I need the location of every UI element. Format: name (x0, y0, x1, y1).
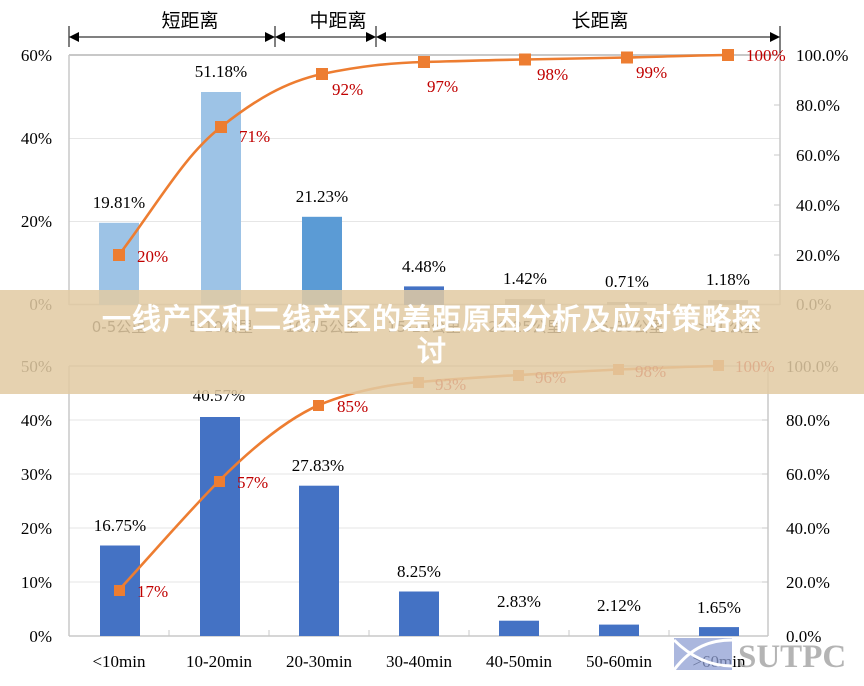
svg-text:8.25%: 8.25% (397, 562, 441, 581)
svg-text:1.65%: 1.65% (697, 598, 741, 617)
svg-text:51.18%: 51.18% (195, 62, 247, 81)
svg-text:30-40min: 30-40min (386, 652, 453, 671)
distance-segments: 短距离 中距离 长距离 (68, 10, 781, 60)
bar (699, 627, 739, 636)
bar (399, 591, 439, 636)
svg-text:80.0%: 80.0% (796, 96, 840, 115)
svg-text:21.23%: 21.23% (296, 187, 348, 206)
svg-text:40-50min: 40-50min (486, 652, 553, 671)
svg-text:57%: 57% (237, 473, 268, 492)
bottom-left-ticks: 50% 40% 30% 20% 10% 0% (21, 357, 52, 646)
article-title-line2: 讨 (416, 334, 447, 368)
segment-label-short: 短距离 (161, 10, 218, 32)
svg-text:17%: 17% (137, 582, 168, 601)
svg-text:10-20min: 10-20min (186, 652, 253, 671)
bar (499, 620, 539, 636)
svg-text:20-30min: 20-30min (286, 652, 353, 671)
svg-text:20.0%: 20.0% (786, 573, 830, 592)
svg-text:100%: 100% (746, 46, 786, 65)
svg-text:0.71%: 0.71% (605, 272, 649, 291)
svg-text:60.0%: 60.0% (786, 465, 830, 484)
svg-text:27.83%: 27.83% (292, 456, 344, 475)
svg-text:2.83%: 2.83% (497, 592, 541, 611)
svg-text:40.0%: 40.0% (786, 519, 830, 538)
svg-text:60.0%: 60.0% (796, 146, 840, 165)
bar (299, 485, 339, 636)
sutpc-watermark: SUTPC (672, 638, 846, 672)
svg-text:40%: 40% (21, 129, 52, 148)
top-gridlines (69, 138, 780, 222)
svg-text:85%: 85% (337, 397, 368, 416)
bar (599, 624, 639, 636)
svg-text:99%: 99% (636, 63, 667, 82)
bottom-x-labels: <10min 10-20min 20-30min 30-40min 40-50m… (92, 652, 746, 671)
top-cumulative-markers (113, 49, 734, 261)
svg-text:0.0%: 0.0% (786, 627, 821, 646)
svg-text:1.18%: 1.18% (706, 270, 750, 289)
svg-text:1.42%: 1.42% (503, 269, 547, 288)
svg-text:98%: 98% (537, 65, 568, 84)
segment-label-mid: 中距离 (309, 10, 366, 32)
svg-text:40%: 40% (21, 411, 52, 430)
svg-text:16.75%: 16.75% (94, 516, 146, 535)
svg-text:2.12%: 2.12% (597, 596, 641, 615)
bottom-gridlines (69, 419, 768, 583)
bottom-right-ticks: 100.0% 80.0% 60.0% 40.0% 20.0% 0.0% (786, 357, 838, 646)
bottom-bars (100, 417, 739, 636)
title-overlay-band (0, 290, 864, 394)
bottom-chart: 50% 40% 30% 20% 10% 0% 100.0% 80.0% 60.0… (21, 357, 839, 671)
svg-text:20%: 20% (137, 247, 168, 266)
svg-text:100.0%: 100.0% (796, 46, 848, 65)
svg-text:<10min: <10min (92, 652, 146, 671)
svg-text:4.48%: 4.48% (402, 257, 446, 276)
bar (200, 417, 240, 636)
svg-text:20.0%: 20.0% (796, 246, 840, 265)
article-title: 一线产区和二线产区的差距原因分析及应对策略探 讨 (0, 300, 864, 370)
svg-text:80.0%: 80.0% (786, 411, 830, 430)
svg-text:0%: 0% (29, 627, 52, 646)
top-right-ticks: 100.0% 80.0% 60.0% 40.0% 20.0% 0.0% (796, 46, 848, 314)
svg-text:20%: 20% (21, 212, 52, 231)
svg-text:97%: 97% (427, 77, 458, 96)
svg-text:71%: 71% (239, 127, 270, 146)
svg-text:19.81%: 19.81% (93, 193, 145, 212)
article-title-line1: 一线产区和二线产区的差距原因分析及应对策略探 (101, 302, 762, 336)
svg-text:50-60min: 50-60min (586, 652, 653, 671)
svg-text:92%: 92% (332, 80, 363, 99)
svg-text:30%: 30% (21, 465, 52, 484)
top-left-ticks: 60% 40% 20% 0% (21, 46, 52, 314)
sutpc-logo-icon (672, 638, 733, 671)
svg-text:60%: 60% (21, 46, 52, 65)
segment-label-long: 长距离 (571, 10, 628, 32)
top-cumulative-labels: 20% 71% 92% 97% 98% 99% 100% (137, 46, 786, 266)
top-bar-labels: 19.81% 51.18% 21.23% 4.48% 1.42% 0.71% 1… (93, 62, 750, 291)
svg-text:40.0%: 40.0% (796, 196, 840, 215)
svg-text:10%: 10% (21, 573, 52, 592)
sutpc-text: SUTPC (738, 639, 846, 672)
top-chart: 短距离 中距离 长距离 60% 40% 20% 0% 100.0% 80.0% (21, 10, 849, 336)
svg-text:20%: 20% (21, 519, 52, 538)
